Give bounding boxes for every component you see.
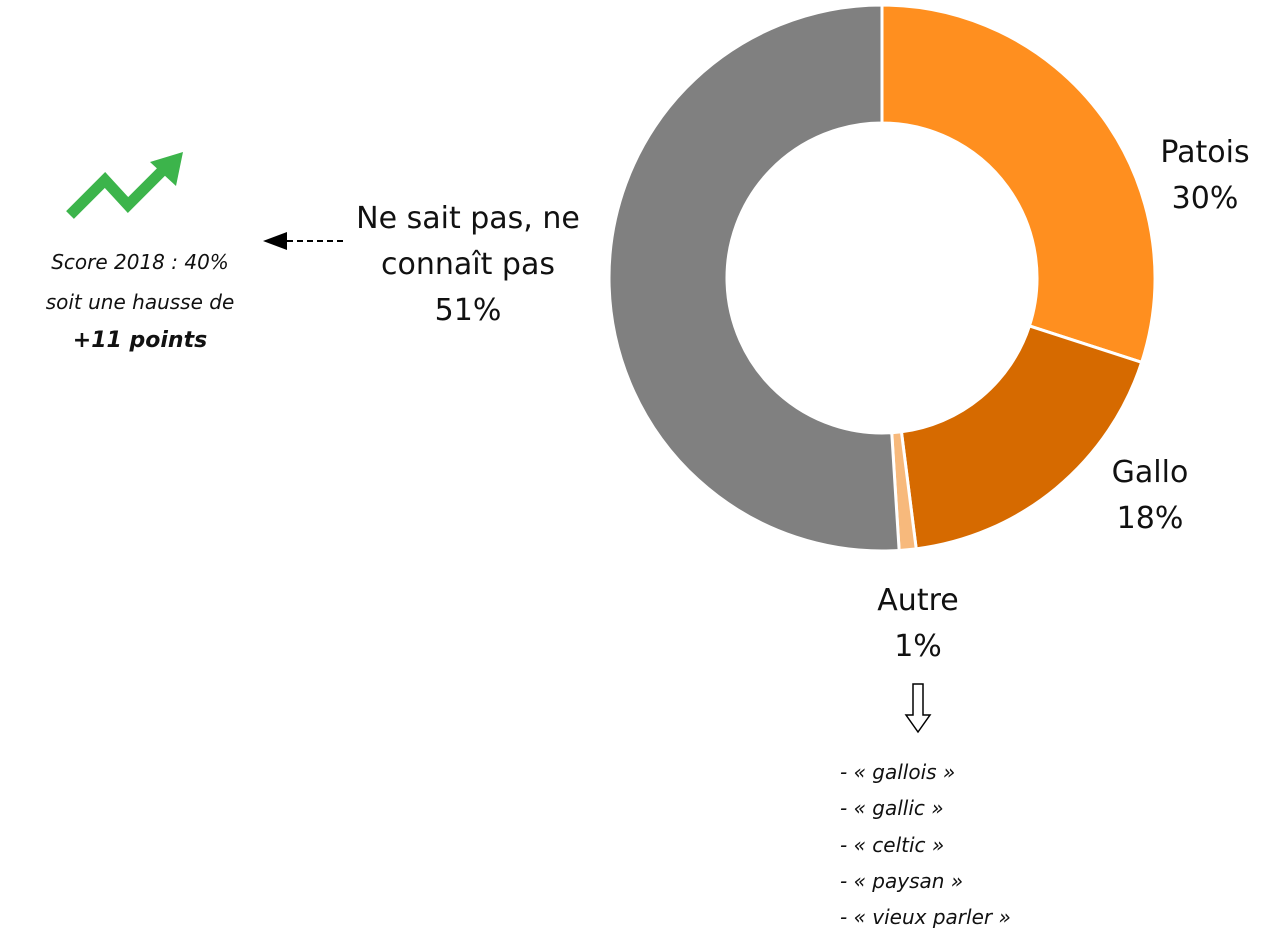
donut-segment xyxy=(607,3,901,553)
annotation: soit une hausse de xyxy=(45,290,235,314)
value-label: 30% xyxy=(1171,181,1239,216)
pointer-head xyxy=(263,232,287,250)
category-label: Patois xyxy=(1160,135,1250,170)
detail-item: - « gallic » xyxy=(840,796,944,820)
detail-item: - « paysan » xyxy=(840,869,964,893)
trend-icon xyxy=(66,161,172,219)
donut-segment xyxy=(899,324,1144,551)
value-label: 1% xyxy=(894,629,942,664)
trend-icon-head xyxy=(150,152,183,186)
donut-segment xyxy=(880,3,1157,365)
detail-item: - « celtic » xyxy=(840,833,945,857)
detail-item: - « gallois » xyxy=(840,760,956,784)
category-label: Ne sait pas, ne connaît pas xyxy=(356,201,580,282)
annotation: +11 points xyxy=(72,328,208,353)
category-label: Gallo xyxy=(1111,455,1189,490)
detail-item: - « vieux parler » xyxy=(840,905,1011,929)
category-label: Autre xyxy=(877,583,959,618)
value-label: 51% xyxy=(434,293,502,328)
down-arrow xyxy=(904,683,932,734)
annotation: Score 2018 : 40% xyxy=(51,250,229,274)
value-label: 18% xyxy=(1116,501,1184,536)
